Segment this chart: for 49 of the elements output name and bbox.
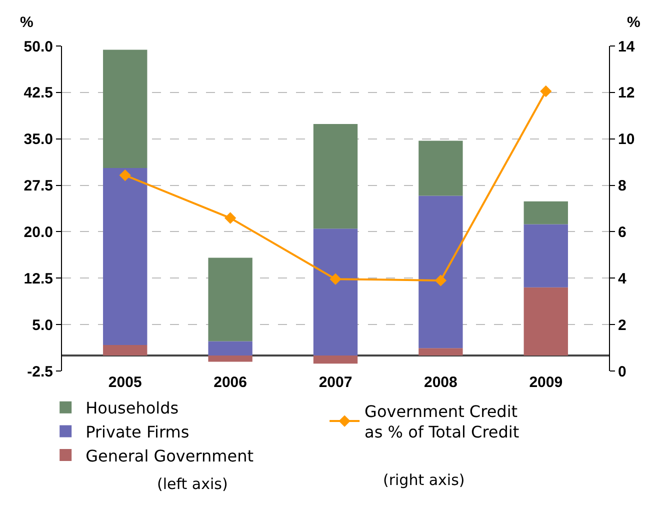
x-tick-label: 2008 — [424, 374, 458, 391]
bar — [524, 224, 568, 288]
legend-label: General Government — [86, 446, 254, 466]
bar — [418, 348, 463, 356]
point — [330, 273, 342, 285]
y-axis-title: % — [20, 14, 34, 31]
y2-tick-label: 12 — [618, 84, 635, 102]
text: (left axis) — [157, 475, 228, 493]
x-tick-label: 2007 — [318, 374, 352, 391]
y-tick-label: 27.5 — [24, 178, 53, 195]
bar — [208, 258, 252, 342]
y-tick-label: 35.0 — [24, 131, 53, 148]
point — [434, 274, 447, 286]
y2-axis-title: % — [627, 14, 640, 31]
y2-tick-label: 14 — [618, 38, 636, 56]
bar — [208, 341, 252, 356]
point — [224, 212, 236, 224]
y2-tick-label: 8 — [618, 178, 626, 195]
y2-tick-label: 6 — [618, 224, 626, 241]
y-tick-label: 42.5 — [24, 84, 53, 102]
x-tick-label: 2005 — [108, 374, 142, 391]
bar — [524, 287, 568, 356]
y-tick-label: 20.0 — [24, 224, 53, 241]
y-tick-label: 5.0 — [32, 316, 53, 334]
point — [540, 85, 552, 98]
bar — [418, 140, 463, 196]
y2-tick-label: 4 — [618, 270, 627, 288]
bar — [313, 228, 358, 356]
bar — [313, 124, 358, 229]
legend-label: Government Credit as % of Total Credit — [364, 402, 520, 442]
text: (right axis) — [383, 471, 465, 489]
bar — [313, 356, 358, 364]
bar — [103, 345, 148, 356]
y2-tick-label: 0 — [618, 363, 626, 380]
y-tick-label: -2.5 — [27, 363, 53, 380]
y-tick-label: 50.0 — [24, 38, 53, 56]
x-tick-label: 2006 — [214, 374, 247, 391]
bar — [103, 50, 148, 168]
bar — [418, 196, 463, 348]
bar — [103, 168, 148, 345]
y-tick-label: 12.5 — [24, 270, 53, 288]
y2-tick-label: 10 — [618, 131, 635, 148]
bar — [208, 356, 252, 362]
point — [119, 169, 131, 182]
legend-label: Households — [86, 398, 179, 418]
legend-label: Private Firms — [86, 422, 190, 442]
x-tick-label: 2009 — [529, 374, 563, 391]
y2-tick-label: 2 — [618, 316, 626, 334]
bar — [524, 201, 568, 224]
